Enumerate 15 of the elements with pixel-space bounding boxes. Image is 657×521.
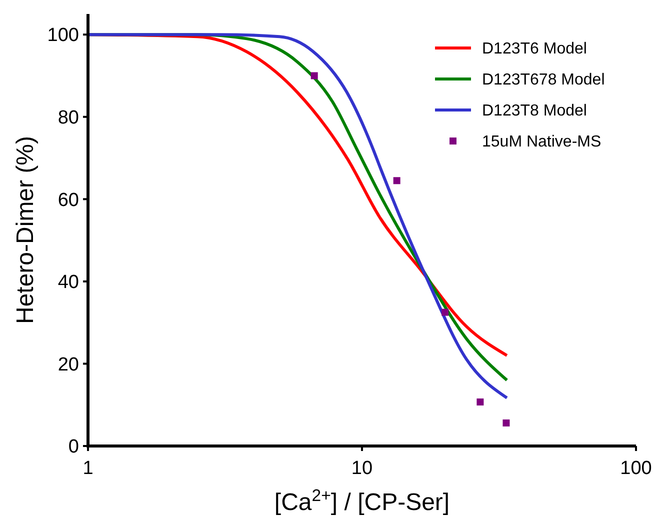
legend-label: D123T8 Model <box>482 102 587 120</box>
y-tick-label: 80 <box>58 108 79 129</box>
x-tick-label: 10 <box>351 458 373 479</box>
y-tick-label: 60 <box>58 190 79 211</box>
legend-label: D123T678 Model <box>482 72 605 89</box>
legend-label: D123T6 Model <box>482 40 587 58</box>
x-tick-label: 100 <box>620 458 652 479</box>
y-tick-label: 0 <box>68 436 79 458</box>
x-axis-title: [Ca$^{2+}$] / [CP-Ser] <box>274 486 450 516</box>
y-tick-label: 40 <box>58 272 79 294</box>
x-tick-label: 1 <box>82 458 94 479</box>
legend-label: 15uM Native-MS <box>482 134 602 151</box>
y-tick-label: 100 <box>47 25 79 46</box>
y-axis-title: Hetero-Dimer (%) <box>12 136 39 324</box>
y-tick-label: 20 <box>58 354 79 376</box>
